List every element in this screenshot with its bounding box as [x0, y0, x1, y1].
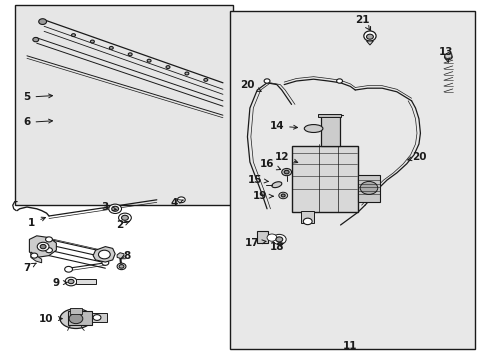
Text: 5: 5	[24, 92, 52, 102]
Circle shape	[72, 34, 75, 37]
Circle shape	[284, 170, 289, 174]
Circle shape	[177, 197, 185, 203]
Text: 11: 11	[343, 341, 358, 351]
Text: 21: 21	[355, 15, 370, 30]
Polygon shape	[367, 41, 373, 45]
Text: 12: 12	[274, 152, 298, 163]
Text: 8: 8	[121, 251, 131, 261]
Circle shape	[93, 315, 101, 320]
Circle shape	[185, 72, 189, 75]
Text: 17: 17	[245, 238, 266, 248]
Text: 3: 3	[102, 202, 116, 212]
Circle shape	[281, 194, 285, 197]
Circle shape	[282, 168, 292, 176]
Circle shape	[40, 244, 46, 249]
Text: 13: 13	[439, 47, 453, 63]
Bar	[257, 231, 268, 243]
Circle shape	[109, 46, 113, 49]
Ellipse shape	[364, 31, 376, 41]
Circle shape	[147, 59, 151, 62]
Circle shape	[69, 314, 83, 324]
Circle shape	[367, 34, 373, 39]
Circle shape	[119, 265, 124, 268]
Circle shape	[37, 242, 49, 251]
Polygon shape	[117, 253, 124, 258]
Circle shape	[117, 263, 126, 270]
Bar	[301, 211, 314, 223]
Bar	[76, 279, 96, 284]
Circle shape	[204, 78, 208, 81]
Circle shape	[91, 40, 95, 43]
Circle shape	[264, 79, 270, 83]
Circle shape	[31, 253, 38, 258]
Polygon shape	[445, 53, 452, 59]
Circle shape	[109, 204, 122, 213]
Circle shape	[360, 181, 378, 194]
Bar	[15, 5, 233, 205]
Circle shape	[276, 237, 283, 242]
Circle shape	[119, 213, 131, 222]
Text: 6: 6	[24, 117, 52, 127]
Circle shape	[166, 66, 170, 68]
Text: 14: 14	[270, 121, 297, 131]
Text: 20: 20	[408, 152, 426, 162]
Circle shape	[303, 218, 312, 225]
Circle shape	[39, 19, 47, 24]
Polygon shape	[93, 247, 115, 262]
Text: 9: 9	[53, 278, 67, 288]
Text: 15: 15	[247, 175, 268, 185]
Text: 2: 2	[117, 220, 129, 230]
Circle shape	[444, 54, 452, 60]
Circle shape	[98, 250, 110, 259]
Ellipse shape	[60, 309, 92, 328]
Text: 10: 10	[39, 314, 62, 324]
Circle shape	[122, 215, 128, 220]
Bar	[92, 313, 107, 322]
Circle shape	[272, 234, 286, 244]
Circle shape	[128, 53, 132, 56]
Bar	[292, 146, 358, 212]
Ellipse shape	[272, 182, 282, 188]
Bar	[321, 115, 340, 146]
Text: 1: 1	[28, 217, 46, 228]
Circle shape	[112, 206, 119, 211]
Circle shape	[267, 234, 277, 241]
Text: 7: 7	[23, 263, 36, 273]
Circle shape	[102, 249, 109, 255]
Polygon shape	[31, 252, 42, 263]
Circle shape	[68, 279, 74, 284]
Ellipse shape	[304, 125, 323, 132]
Bar	[68, 311, 92, 325]
Text: 16: 16	[260, 159, 281, 170]
Polygon shape	[29, 236, 56, 257]
Text: 20: 20	[240, 80, 261, 91]
Circle shape	[102, 260, 109, 265]
Text: 18: 18	[270, 242, 284, 252]
Circle shape	[65, 277, 77, 286]
Circle shape	[33, 37, 39, 42]
Circle shape	[46, 237, 52, 242]
Bar	[70, 308, 82, 314]
Bar	[358, 175, 380, 202]
Circle shape	[337, 79, 343, 83]
Bar	[230, 11, 475, 349]
Circle shape	[279, 192, 288, 199]
Circle shape	[46, 248, 52, 253]
Text: 19: 19	[252, 191, 273, 201]
Bar	[318, 114, 341, 117]
Text: 4: 4	[170, 198, 183, 208]
Circle shape	[65, 266, 73, 272]
